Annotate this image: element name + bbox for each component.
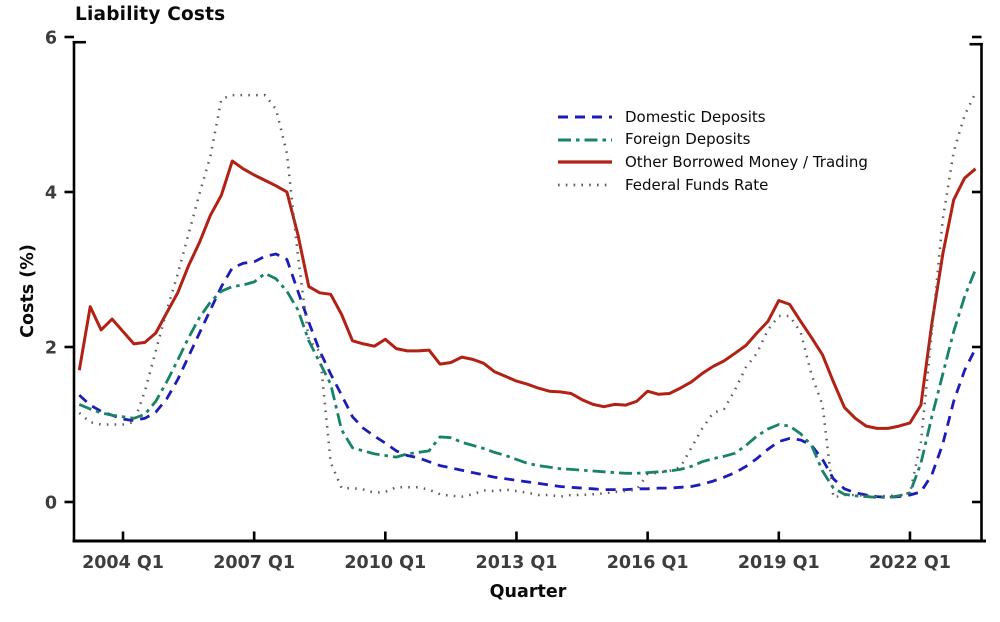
legend-line-sample-foreign xyxy=(558,138,612,142)
series-line-domestic-deposits xyxy=(78,252,977,499)
x-tick-label: 2013 Q1 xyxy=(476,553,558,573)
x-tick-label: 2016 Q1 xyxy=(607,553,689,573)
legend-line-sample-domestic xyxy=(558,115,612,119)
series-line-foreign-deposits xyxy=(78,268,977,499)
x-tick-label: 2004 Q1 xyxy=(82,553,164,573)
chart-title: Liability Costs xyxy=(75,4,226,25)
legend: Domestic Deposits Foreign Deposits Other… xyxy=(556,106,868,196)
y-tick-label: 0 xyxy=(45,494,57,514)
x-tick-label: 2007 Q1 xyxy=(213,553,295,573)
x-tick-label: 2010 Q1 xyxy=(344,553,426,573)
legend-label-other-borrowed: Other Borrowed Money / Trading xyxy=(625,152,868,171)
y-tick-label: 4 xyxy=(45,184,57,204)
series-line-other-borrowed-money-trading xyxy=(77,159,977,430)
legend-line-sample-federal-funds xyxy=(558,183,612,187)
x-axis-title: Quarter xyxy=(489,582,567,602)
legend-item-foreign-deposits: Foreign Deposits xyxy=(556,129,868,152)
y-tick-label: 6 xyxy=(45,29,57,49)
legend-item-federal-funds-rate: Federal Funds Rate xyxy=(556,174,868,197)
legend-line-sample-other-borrowed xyxy=(558,160,612,165)
legend-label-federal-funds-rate: Federal Funds Rate xyxy=(625,175,769,194)
x-tick-label: 2022 Q1 xyxy=(869,553,951,573)
y-tick-label: 2 xyxy=(45,339,57,359)
legend-item-other-borrowed: Other Borrowed Money / Trading xyxy=(556,151,868,174)
legend-label-domestic-deposits: Domestic Deposits xyxy=(625,107,766,126)
x-tick-label: 2019 Q1 xyxy=(738,553,820,573)
legend-label-foreign-deposits: Foreign Deposits xyxy=(625,130,751,149)
legend-item-domestic-deposits: Domestic Deposits xyxy=(556,106,868,129)
